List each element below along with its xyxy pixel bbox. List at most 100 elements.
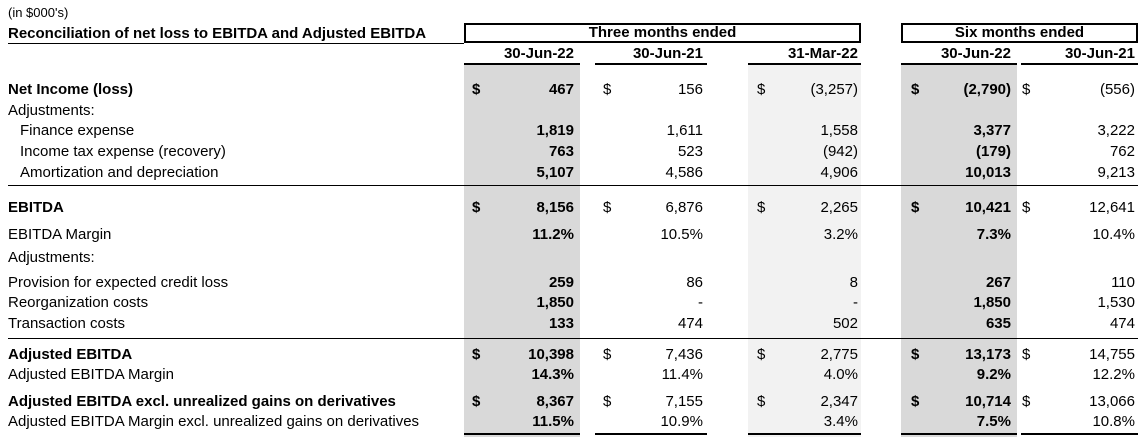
col-header-ytd-jun21: 30-Jun-21 bbox=[1064, 45, 1135, 62]
cell-value: 14,755 bbox=[1089, 346, 1135, 363]
row-label: Income tax expense (recovery) bbox=[20, 143, 226, 160]
cell-value: 5,107 bbox=[536, 164, 574, 181]
cell-value: 523 bbox=[677, 143, 703, 160]
row-label: Finance expense bbox=[20, 122, 135, 139]
col-header-q-jun22: 30-Jun-22 bbox=[503, 45, 574, 62]
cell-value: 14.3% bbox=[531, 366, 574, 383]
currency-symbol: $ bbox=[757, 199, 766, 216]
row-label: Transaction costs bbox=[8, 315, 125, 332]
col-header-underline bbox=[748, 63, 861, 65]
cell-value: 635 bbox=[985, 315, 1011, 332]
table-bottom-rule bbox=[901, 433, 1017, 435]
cell-value: 6,876 bbox=[665, 199, 703, 216]
cell-value: 1,530 bbox=[1097, 294, 1135, 311]
cell-value: (942) bbox=[822, 143, 858, 160]
cell-value: (2,790) bbox=[963, 81, 1011, 98]
cell-value: 133 bbox=[548, 315, 574, 332]
row-label: Adjusted EBITDA bbox=[8, 346, 133, 363]
cell-value: 12,641 bbox=[1089, 199, 1135, 216]
cell-value: 10,714 bbox=[965, 393, 1011, 410]
cell-value: 1,850 bbox=[536, 294, 574, 311]
cell-value: 11.4% bbox=[661, 366, 703, 383]
cell-value: 11.5% bbox=[532, 413, 574, 430]
cell-value: (3,257) bbox=[810, 81, 858, 98]
currency-symbol: $ bbox=[1022, 393, 1031, 410]
shade-col-ytd-jun22 bbox=[901, 63, 1017, 437]
cell-value: 7,436 bbox=[665, 346, 703, 363]
cell-value: 10,013 bbox=[965, 164, 1011, 181]
cell-value: 2,775 bbox=[820, 346, 858, 363]
currency-symbol: $ bbox=[603, 393, 612, 410]
col-header-underline bbox=[1021, 63, 1138, 65]
cell-value: 4,586 bbox=[665, 164, 703, 181]
currency-symbol: $ bbox=[757, 81, 766, 98]
currency-symbol: $ bbox=[911, 199, 920, 216]
currency-symbol: $ bbox=[911, 346, 920, 363]
cell-value: 3.2% bbox=[823, 226, 858, 243]
cell-value: 762 bbox=[1109, 143, 1135, 160]
cell-value: 9.2% bbox=[976, 366, 1011, 383]
section-divider bbox=[8, 338, 1138, 339]
cell-value: 474 bbox=[677, 315, 703, 332]
row-label: Adjusted EBITDA excl. unrealized gains o… bbox=[8, 393, 396, 410]
cell-value: 7,155 bbox=[665, 393, 703, 410]
cell-value: 10,398 bbox=[528, 346, 574, 363]
currency-symbol: $ bbox=[603, 346, 612, 363]
col-header-underline bbox=[464, 63, 580, 65]
group-header-three-months: Three months ended bbox=[464, 23, 861, 43]
cell-value: 1,558 bbox=[820, 122, 858, 139]
row-label: EBITDA Margin bbox=[8, 226, 112, 243]
cell-value: 9,213 bbox=[1097, 164, 1135, 181]
row-label: Adjusted EBITDA Margin bbox=[8, 366, 174, 383]
cell-value: 267 bbox=[985, 274, 1011, 291]
col-header-underline bbox=[901, 63, 1017, 65]
currency-symbol: $ bbox=[1022, 346, 1031, 363]
group-header-six-months: Six months ended bbox=[901, 23, 1138, 43]
currency-symbol: $ bbox=[757, 393, 766, 410]
cell-value: 86 bbox=[686, 274, 703, 291]
cell-value: 467 bbox=[548, 81, 574, 98]
table-bottom-rule bbox=[748, 433, 861, 435]
title-underline bbox=[8, 43, 464, 44]
cell-value: 10.4% bbox=[1092, 226, 1135, 243]
cell-value: 3,377 bbox=[973, 122, 1011, 139]
col-header-ytd-jun22: 30-Jun-22 bbox=[940, 45, 1011, 62]
row-label: Adjustments: bbox=[8, 102, 95, 119]
currency-symbol: $ bbox=[757, 346, 766, 363]
cell-value: 2,265 bbox=[820, 199, 858, 216]
cell-value: (556) bbox=[1099, 81, 1135, 98]
row-label: Reorganization costs bbox=[8, 294, 149, 311]
cell-value: 110 bbox=[1111, 274, 1135, 291]
table-bottom-rule bbox=[595, 433, 707, 435]
cell-value: 7.3% bbox=[976, 226, 1011, 243]
table-title: Reconciliation of net loss to EBITDA and… bbox=[8, 25, 427, 42]
cell-value: 8,367 bbox=[536, 393, 574, 410]
cell-value: 259 bbox=[548, 274, 574, 291]
cell-value: 1,819 bbox=[536, 122, 574, 139]
currency-symbol: $ bbox=[911, 81, 920, 98]
col-header-q-jun21: 30-Jun-21 bbox=[632, 45, 703, 62]
col-header-q-mar22: 31-Mar-22 bbox=[787, 45, 858, 62]
cell-value: 10.5% bbox=[660, 226, 703, 243]
cell-value: 10,421 bbox=[965, 199, 1011, 216]
cell-value: 12.2% bbox=[1092, 366, 1135, 383]
row-label: Amortization and depreciation bbox=[20, 164, 219, 181]
cell-value: 10.9% bbox=[660, 413, 703, 430]
currency-symbol: $ bbox=[472, 199, 481, 216]
cell-value: 2,347 bbox=[820, 393, 858, 410]
cell-value: 474 bbox=[1109, 315, 1135, 332]
col-header-underline bbox=[595, 63, 707, 65]
cell-value: 3.4% bbox=[823, 413, 858, 430]
cell-value: 156 bbox=[677, 81, 703, 98]
cell-value: 13,173 bbox=[965, 346, 1011, 363]
table-bottom-rule bbox=[1021, 433, 1138, 435]
cell-value: 8 bbox=[849, 274, 858, 291]
currency-symbol: $ bbox=[603, 199, 612, 216]
units-note: (in $000's) bbox=[8, 5, 69, 20]
currency-symbol: $ bbox=[1022, 81, 1031, 98]
currency-symbol: $ bbox=[1022, 199, 1031, 216]
shade-col-mar22 bbox=[748, 63, 861, 437]
table-bottom-rule bbox=[464, 433, 580, 435]
cell-value: 13,066 bbox=[1089, 393, 1135, 410]
currency-symbol: $ bbox=[472, 81, 481, 98]
